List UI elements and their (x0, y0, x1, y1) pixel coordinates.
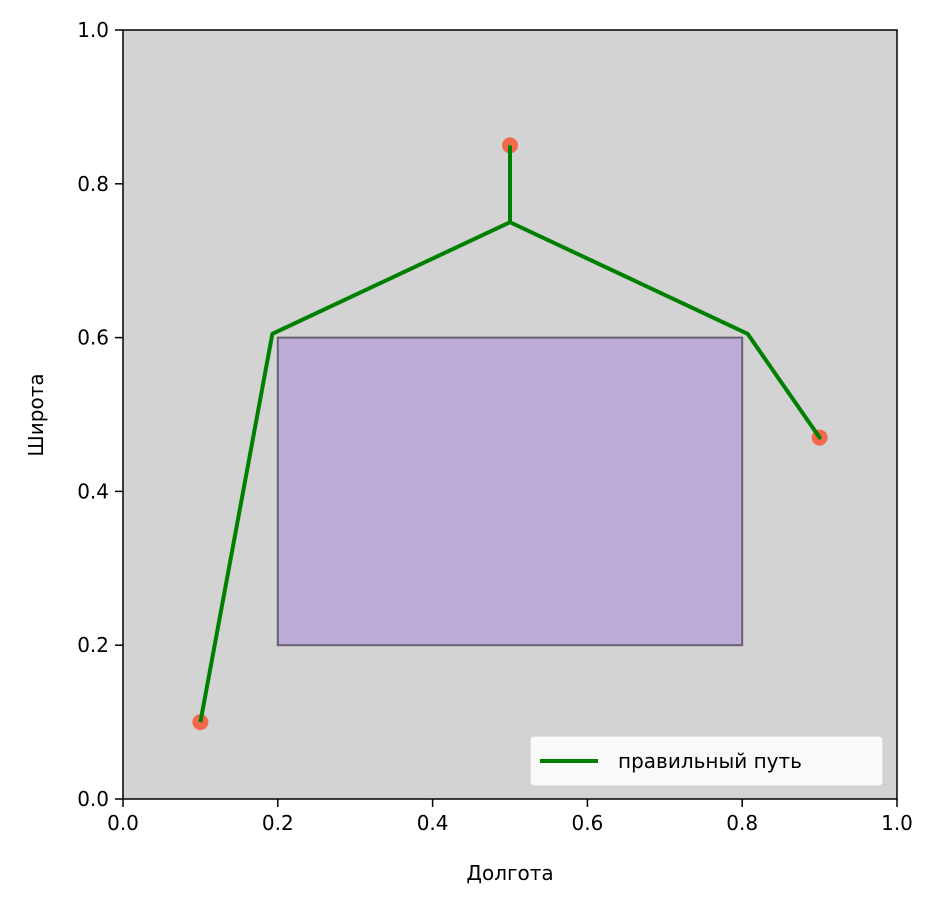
y-tick-label: 0.6 (77, 326, 109, 350)
x-tick-label: 0.8 (726, 811, 758, 835)
y-axis-label: Широта (24, 373, 48, 456)
obstacle-rectangle (276, 336, 744, 647)
y-tick-label: 0.0 (77, 787, 109, 811)
y-tick-label: 0.2 (77, 633, 109, 657)
x-tick-label: 1.0 (881, 811, 913, 835)
legend: правильный путь (529, 735, 884, 787)
x-tick-label: 0.4 (417, 811, 449, 835)
y-tick-label: 0.8 (77, 172, 109, 196)
legend-label: правильный путь (618, 749, 802, 773)
x-axis-label: Долгота (466, 861, 553, 885)
y-tick-label: 1.0 (77, 18, 109, 42)
legend-box (529, 735, 884, 787)
y-tick-label: 0.4 (77, 479, 109, 503)
x-tick-label: 0.0 (107, 811, 139, 835)
x-tick-label: 0.6 (571, 811, 603, 835)
x-tick-label: 0.2 (262, 811, 294, 835)
plot-frame (122, 29, 898, 800)
series-line-path (198, 145, 822, 723)
